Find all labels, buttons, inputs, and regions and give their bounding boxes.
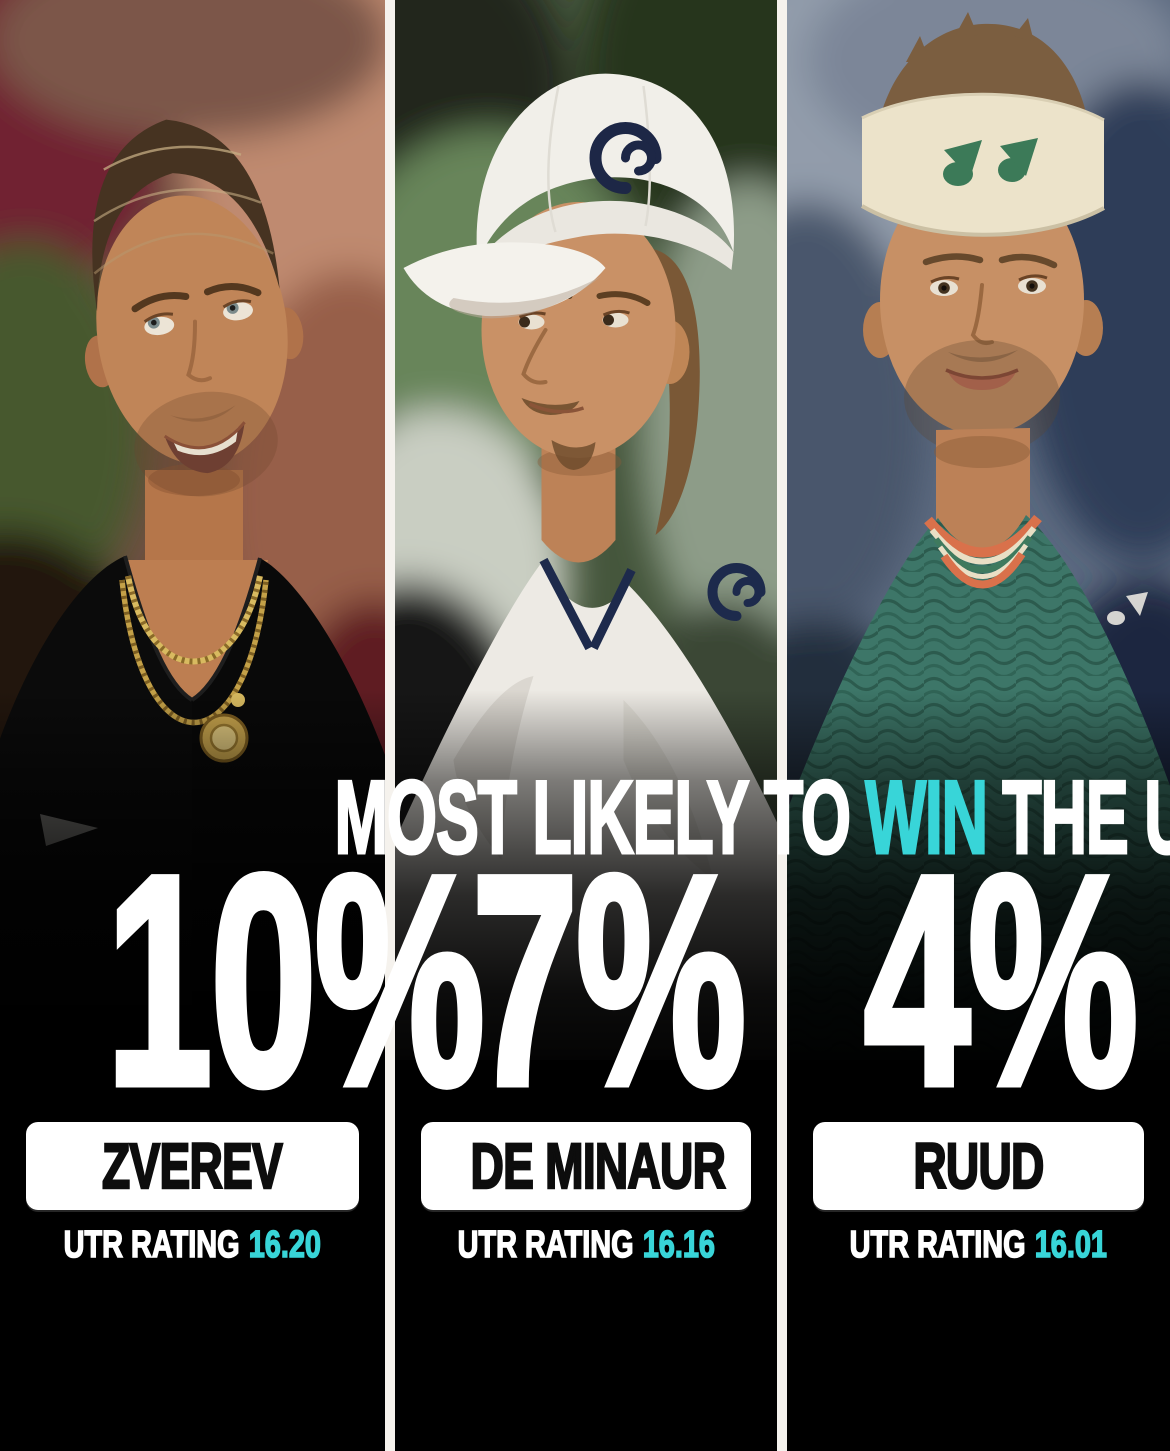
player-name-box-ruud: RUUD — [813, 1122, 1144, 1210]
utr-value: 16.16 — [642, 1223, 715, 1267]
stats-ruud: 4% RUUD UTR RATING 16.01 — [787, 0, 1170, 1451]
headline-highlight: WIN — [864, 760, 989, 876]
headline-pre: MOST LIKELY TO — [334, 760, 852, 876]
win-probability-zverev: 10% — [104, 812, 488, 1148]
stats-de-minaur: 7% DE MINAUR UTR RATING 16.16 — [395, 0, 777, 1451]
player-name-box-zverev: ZVEREV — [26, 1122, 359, 1210]
stats-zverev: 10% ZVEREV UTR RATING 16.20 — [0, 0, 488, 1451]
utr-rating-de-minaur: UTR RATING 16.16 — [395, 1222, 777, 1268]
player-name-box-de-minaur: DE MINAUR — [421, 1122, 751, 1210]
utr-value: 16.01 — [1034, 1223, 1108, 1267]
utr-rating-zverev: UTR RATING 16.20 — [0, 1222, 385, 1268]
utr-label: UTR RATING — [457, 1223, 634, 1267]
bottom-fade-overlay — [0, 690, 1170, 1451]
utr-label: UTR RATING — [63, 1223, 240, 1267]
win-probability-de-minaur: 7% — [469, 812, 748, 1148]
column-divider-right — [777, 0, 787, 1451]
column-divider-left — [385, 0, 395, 1451]
win-probability-ruud: 4% — [861, 812, 1140, 1148]
utr-rating-ruud: UTR RATING 16.01 — [787, 1222, 1170, 1268]
utr-label: UTR RATING — [849, 1223, 1026, 1267]
headline-post: THE US OPEN — [1001, 760, 1170, 876]
utr-value: 16.20 — [248, 1223, 322, 1267]
